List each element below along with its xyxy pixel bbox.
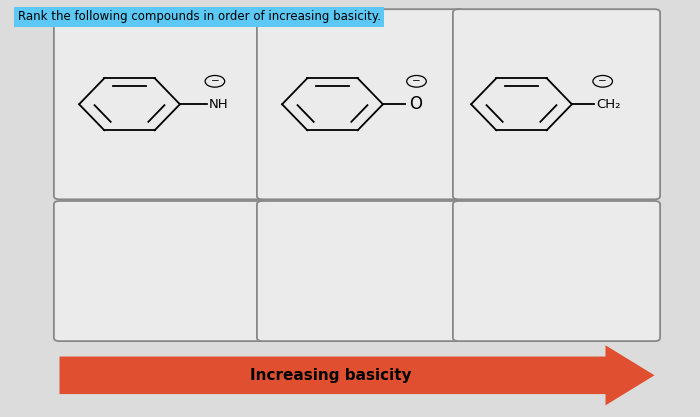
Text: NH: NH [209,98,228,111]
FancyBboxPatch shape [54,201,268,341]
FancyBboxPatch shape [257,201,464,341]
Text: −: − [412,76,421,86]
Text: Rank the following compounds in order of increasing basicity.: Rank the following compounds in order of… [18,10,381,23]
Text: Increasing basicity: Increasing basicity [250,368,412,383]
FancyBboxPatch shape [257,9,464,199]
Text: −: − [598,76,607,86]
FancyBboxPatch shape [453,9,660,199]
Text: CH₂: CH₂ [596,98,621,111]
Text: −: − [211,76,219,86]
Text: O: O [409,95,422,113]
Polygon shape [60,345,655,405]
FancyBboxPatch shape [453,201,660,341]
FancyBboxPatch shape [54,9,268,199]
